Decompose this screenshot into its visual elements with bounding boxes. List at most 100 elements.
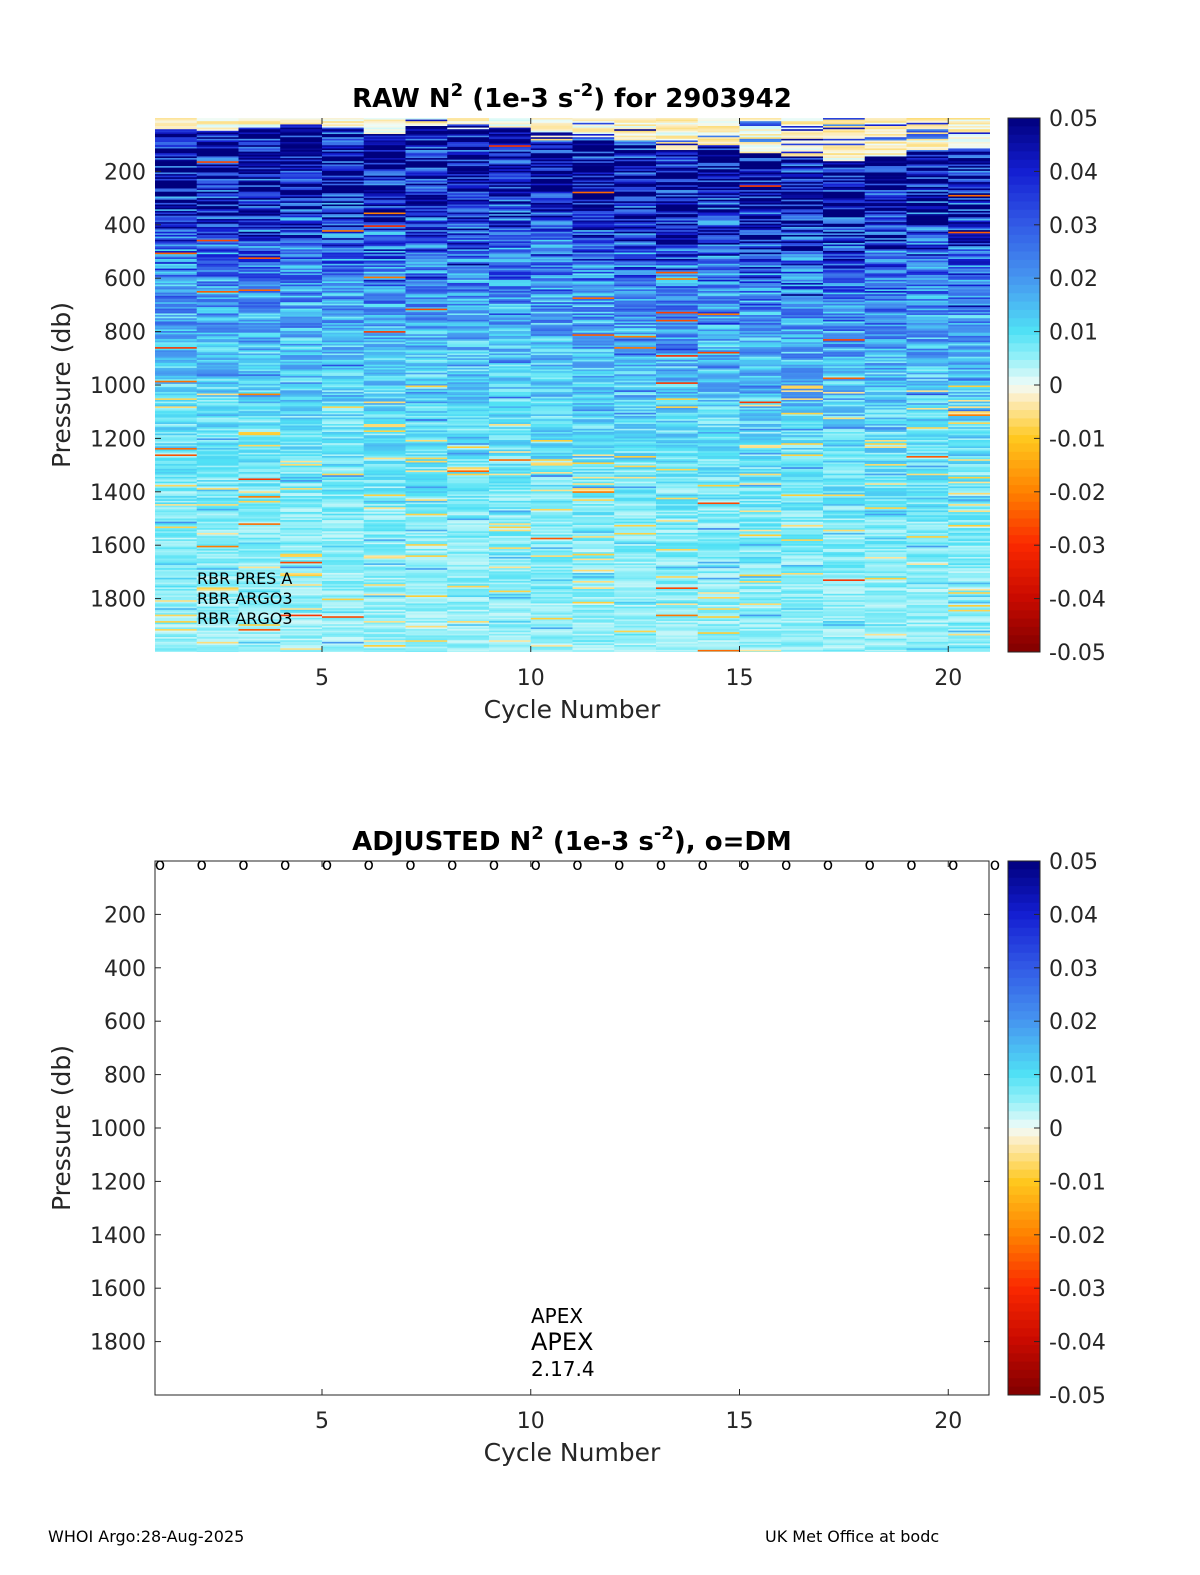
raw-heatmap-cell xyxy=(322,488,365,491)
raw-heatmap-cell xyxy=(405,529,448,532)
raw-heatmap-cell xyxy=(280,468,323,471)
raw-heatmap-cell xyxy=(739,132,782,135)
raw-heatmap-cell xyxy=(572,217,615,220)
raw-heatmap-cell xyxy=(196,215,239,218)
raw-heatmap-cell xyxy=(322,324,365,327)
raw-heatmap-cell xyxy=(489,548,532,551)
raw-heatmap-cell xyxy=(238,217,281,220)
raw-heatmap-cell xyxy=(238,169,281,172)
raw-heatmap-cell xyxy=(447,242,490,245)
raw-heatmap-cell xyxy=(405,175,448,178)
raw-heatmap-cell xyxy=(155,593,198,596)
raw-heatmap-cell xyxy=(572,616,615,619)
raw-heatmap-cell xyxy=(363,513,406,516)
raw-heatmap-cell xyxy=(656,271,699,274)
raw-heatmap-cell xyxy=(322,584,365,587)
raw-heatmap-cell xyxy=(739,436,782,439)
raw-heatmap-cell xyxy=(656,190,699,193)
raw-heatmap-cell xyxy=(322,204,365,207)
raw-heatmap-cell xyxy=(196,588,239,591)
raw-heatmap-cell xyxy=(697,250,740,253)
raw-heatmap-cell xyxy=(280,321,323,324)
raw-heatmap-cell xyxy=(489,499,532,502)
raw-heatmap-cell xyxy=(614,476,657,479)
raw-heatmap-cell xyxy=(447,649,490,652)
raw-heatmap-cell xyxy=(572,244,615,247)
raw-heatmap-cell xyxy=(489,590,532,593)
raw-heatmap-cell xyxy=(489,616,532,619)
raw-heatmap-cell xyxy=(697,124,740,127)
raw-heatmap-cell xyxy=(155,321,198,324)
raw-heatmap-cell xyxy=(405,337,448,340)
raw-heatmap-cell xyxy=(322,393,365,396)
raw-heatmap-cell xyxy=(238,366,281,369)
raw-heatmap-cell xyxy=(363,420,406,423)
raw-heatmap-cell xyxy=(238,172,281,175)
raw-heatmap-cell xyxy=(489,339,532,342)
raw-heatmap-cell xyxy=(656,383,699,386)
raw-heatmap-cell xyxy=(739,460,782,463)
raw-heatmap-cell xyxy=(280,518,323,521)
raw-heatmap-cell xyxy=(447,441,490,444)
raw-heatmap-cell xyxy=(530,608,573,611)
raw-heatmap-cell xyxy=(697,266,740,269)
raw-heatmap-cell xyxy=(656,457,699,460)
raw-heatmap-cell xyxy=(196,566,239,569)
raw-heatmap-cell xyxy=(280,499,323,502)
raw-heatmap-cell xyxy=(572,396,615,399)
raw-heatmap-cell xyxy=(697,566,740,569)
raw-heatmap-cell xyxy=(280,286,323,289)
raw-heatmap-cell xyxy=(697,603,740,606)
raw-heatmap-cell xyxy=(614,454,657,457)
raw-heatmap-cell xyxy=(238,529,281,532)
raw-heatmap-cell xyxy=(405,214,448,217)
raw-heatmap-cell xyxy=(280,275,323,277)
raw-heatmap-cell xyxy=(196,619,239,622)
raw-heatmap-cell xyxy=(697,276,740,279)
raw-heatmap-cell xyxy=(322,500,365,503)
raw-heatmap-cell xyxy=(363,210,406,213)
raw-heatmap-cell xyxy=(447,534,490,537)
raw-heatmap-cell xyxy=(238,395,281,398)
raw-heatmap-cell xyxy=(196,234,239,237)
raw-heatmap-cell xyxy=(238,558,281,561)
raw-heatmap-cell xyxy=(155,225,198,228)
raw-heatmap-cell xyxy=(322,153,365,156)
raw-heatmap-cell xyxy=(739,196,782,199)
raw-heatmap-cell xyxy=(489,345,532,348)
raw-heatmap-cell xyxy=(196,186,239,189)
raw-heatmap-cell xyxy=(238,582,281,585)
raw-heatmap-cell xyxy=(614,142,657,145)
raw-heatmap-cell xyxy=(280,363,323,366)
raw-heatmap-cell xyxy=(155,335,198,338)
raw-heatmap-cell xyxy=(405,167,448,170)
raw-heatmap-cell xyxy=(489,377,532,380)
raw-heatmap-cell xyxy=(572,313,615,316)
raw-heatmap-cell xyxy=(530,238,573,241)
raw-heatmap-cell xyxy=(238,468,281,471)
raw-heatmap-cell xyxy=(322,124,365,127)
raw-heatmap-cell xyxy=(363,190,406,193)
raw-heatmap-cell xyxy=(238,560,281,563)
raw-heatmap-cell xyxy=(196,177,239,180)
raw-heatmap-cell xyxy=(739,577,782,580)
raw-heatmap-cell xyxy=(447,265,490,268)
raw-heatmap-cell xyxy=(447,459,490,462)
raw-heatmap-cell xyxy=(572,648,615,651)
raw-heatmap-cell xyxy=(489,206,532,209)
raw-heatmap-cell xyxy=(447,175,490,178)
raw-heatmap-cell xyxy=(656,404,699,407)
raw-heatmap-cell xyxy=(363,550,406,553)
raw-heatmap-cell xyxy=(238,500,281,503)
raw-heatmap-cell xyxy=(405,460,448,463)
raw-heatmap-cell xyxy=(238,540,281,543)
raw-heatmap-cell xyxy=(530,369,573,372)
raw-heatmap-cell xyxy=(656,291,699,294)
raw-heatmap-cell xyxy=(656,372,699,375)
raw-heatmap-cell xyxy=(656,420,699,423)
raw-heatmap-cell xyxy=(405,624,448,627)
raw-heatmap-cell xyxy=(614,561,657,564)
raw-heatmap-cell xyxy=(280,291,323,294)
raw-heatmap-cell xyxy=(656,137,699,140)
raw-heatmap-cell xyxy=(280,233,323,236)
